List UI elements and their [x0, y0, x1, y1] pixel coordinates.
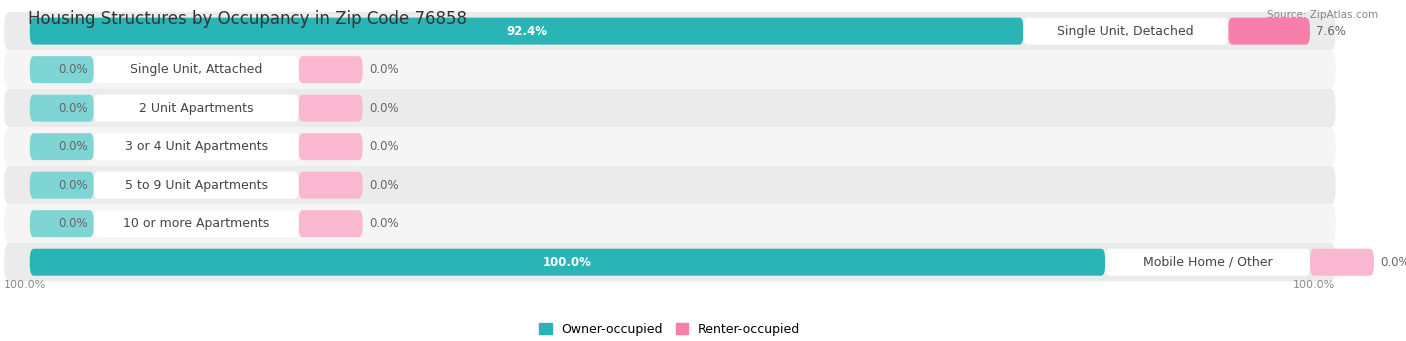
FancyBboxPatch shape: [298, 172, 363, 199]
Text: 100.0%: 100.0%: [4, 280, 46, 290]
Text: 0.0%: 0.0%: [368, 140, 399, 153]
Text: Single Unit, Detached: Single Unit, Detached: [1057, 25, 1194, 38]
FancyBboxPatch shape: [94, 95, 298, 122]
FancyBboxPatch shape: [298, 210, 363, 237]
FancyBboxPatch shape: [1024, 18, 1229, 45]
Text: 0.0%: 0.0%: [58, 217, 87, 230]
Text: 0.0%: 0.0%: [58, 140, 87, 153]
FancyBboxPatch shape: [298, 56, 363, 83]
FancyBboxPatch shape: [4, 89, 1336, 128]
FancyBboxPatch shape: [4, 12, 1336, 50]
FancyBboxPatch shape: [94, 56, 298, 83]
Text: 10 or more Apartments: 10 or more Apartments: [124, 217, 270, 230]
Text: 0.0%: 0.0%: [368, 102, 399, 115]
FancyBboxPatch shape: [94, 133, 298, 160]
FancyBboxPatch shape: [298, 133, 363, 160]
Text: 0.0%: 0.0%: [368, 217, 399, 230]
FancyBboxPatch shape: [30, 95, 94, 122]
Text: Source: ZipAtlas.com: Source: ZipAtlas.com: [1267, 10, 1378, 20]
FancyBboxPatch shape: [4, 205, 1336, 243]
Text: 100.0%: 100.0%: [543, 256, 592, 269]
FancyBboxPatch shape: [1310, 249, 1374, 276]
FancyBboxPatch shape: [94, 210, 298, 237]
Text: 7.6%: 7.6%: [1316, 25, 1346, 38]
Text: Single Unit, Attached: Single Unit, Attached: [129, 63, 263, 76]
Text: 0.0%: 0.0%: [1381, 256, 1406, 269]
FancyBboxPatch shape: [1229, 18, 1310, 45]
Text: Housing Structures by Occupancy in Zip Code 76858: Housing Structures by Occupancy in Zip C…: [28, 10, 467, 28]
FancyBboxPatch shape: [4, 243, 1336, 281]
FancyBboxPatch shape: [30, 249, 1105, 276]
FancyBboxPatch shape: [1105, 249, 1310, 276]
Text: 5 to 9 Unit Apartments: 5 to 9 Unit Apartments: [125, 179, 267, 192]
Text: 100.0%: 100.0%: [1294, 280, 1336, 290]
FancyBboxPatch shape: [30, 18, 1024, 45]
Text: 0.0%: 0.0%: [368, 63, 399, 76]
FancyBboxPatch shape: [30, 172, 94, 199]
FancyBboxPatch shape: [4, 50, 1336, 89]
Text: 92.4%: 92.4%: [506, 25, 547, 38]
FancyBboxPatch shape: [298, 95, 363, 122]
Text: 0.0%: 0.0%: [58, 179, 87, 192]
FancyBboxPatch shape: [4, 166, 1336, 205]
Text: 0.0%: 0.0%: [368, 179, 399, 192]
Legend: Owner-occupied, Renter-occupied: Owner-occupied, Renter-occupied: [534, 318, 806, 341]
Text: 0.0%: 0.0%: [58, 102, 87, 115]
FancyBboxPatch shape: [30, 133, 94, 160]
Text: Mobile Home / Other: Mobile Home / Other: [1143, 256, 1272, 269]
FancyBboxPatch shape: [4, 128, 1336, 166]
FancyBboxPatch shape: [30, 210, 94, 237]
FancyBboxPatch shape: [30, 56, 94, 83]
FancyBboxPatch shape: [94, 172, 298, 199]
Text: 3 or 4 Unit Apartments: 3 or 4 Unit Apartments: [125, 140, 267, 153]
Text: 0.0%: 0.0%: [58, 63, 87, 76]
Text: 2 Unit Apartments: 2 Unit Apartments: [139, 102, 253, 115]
